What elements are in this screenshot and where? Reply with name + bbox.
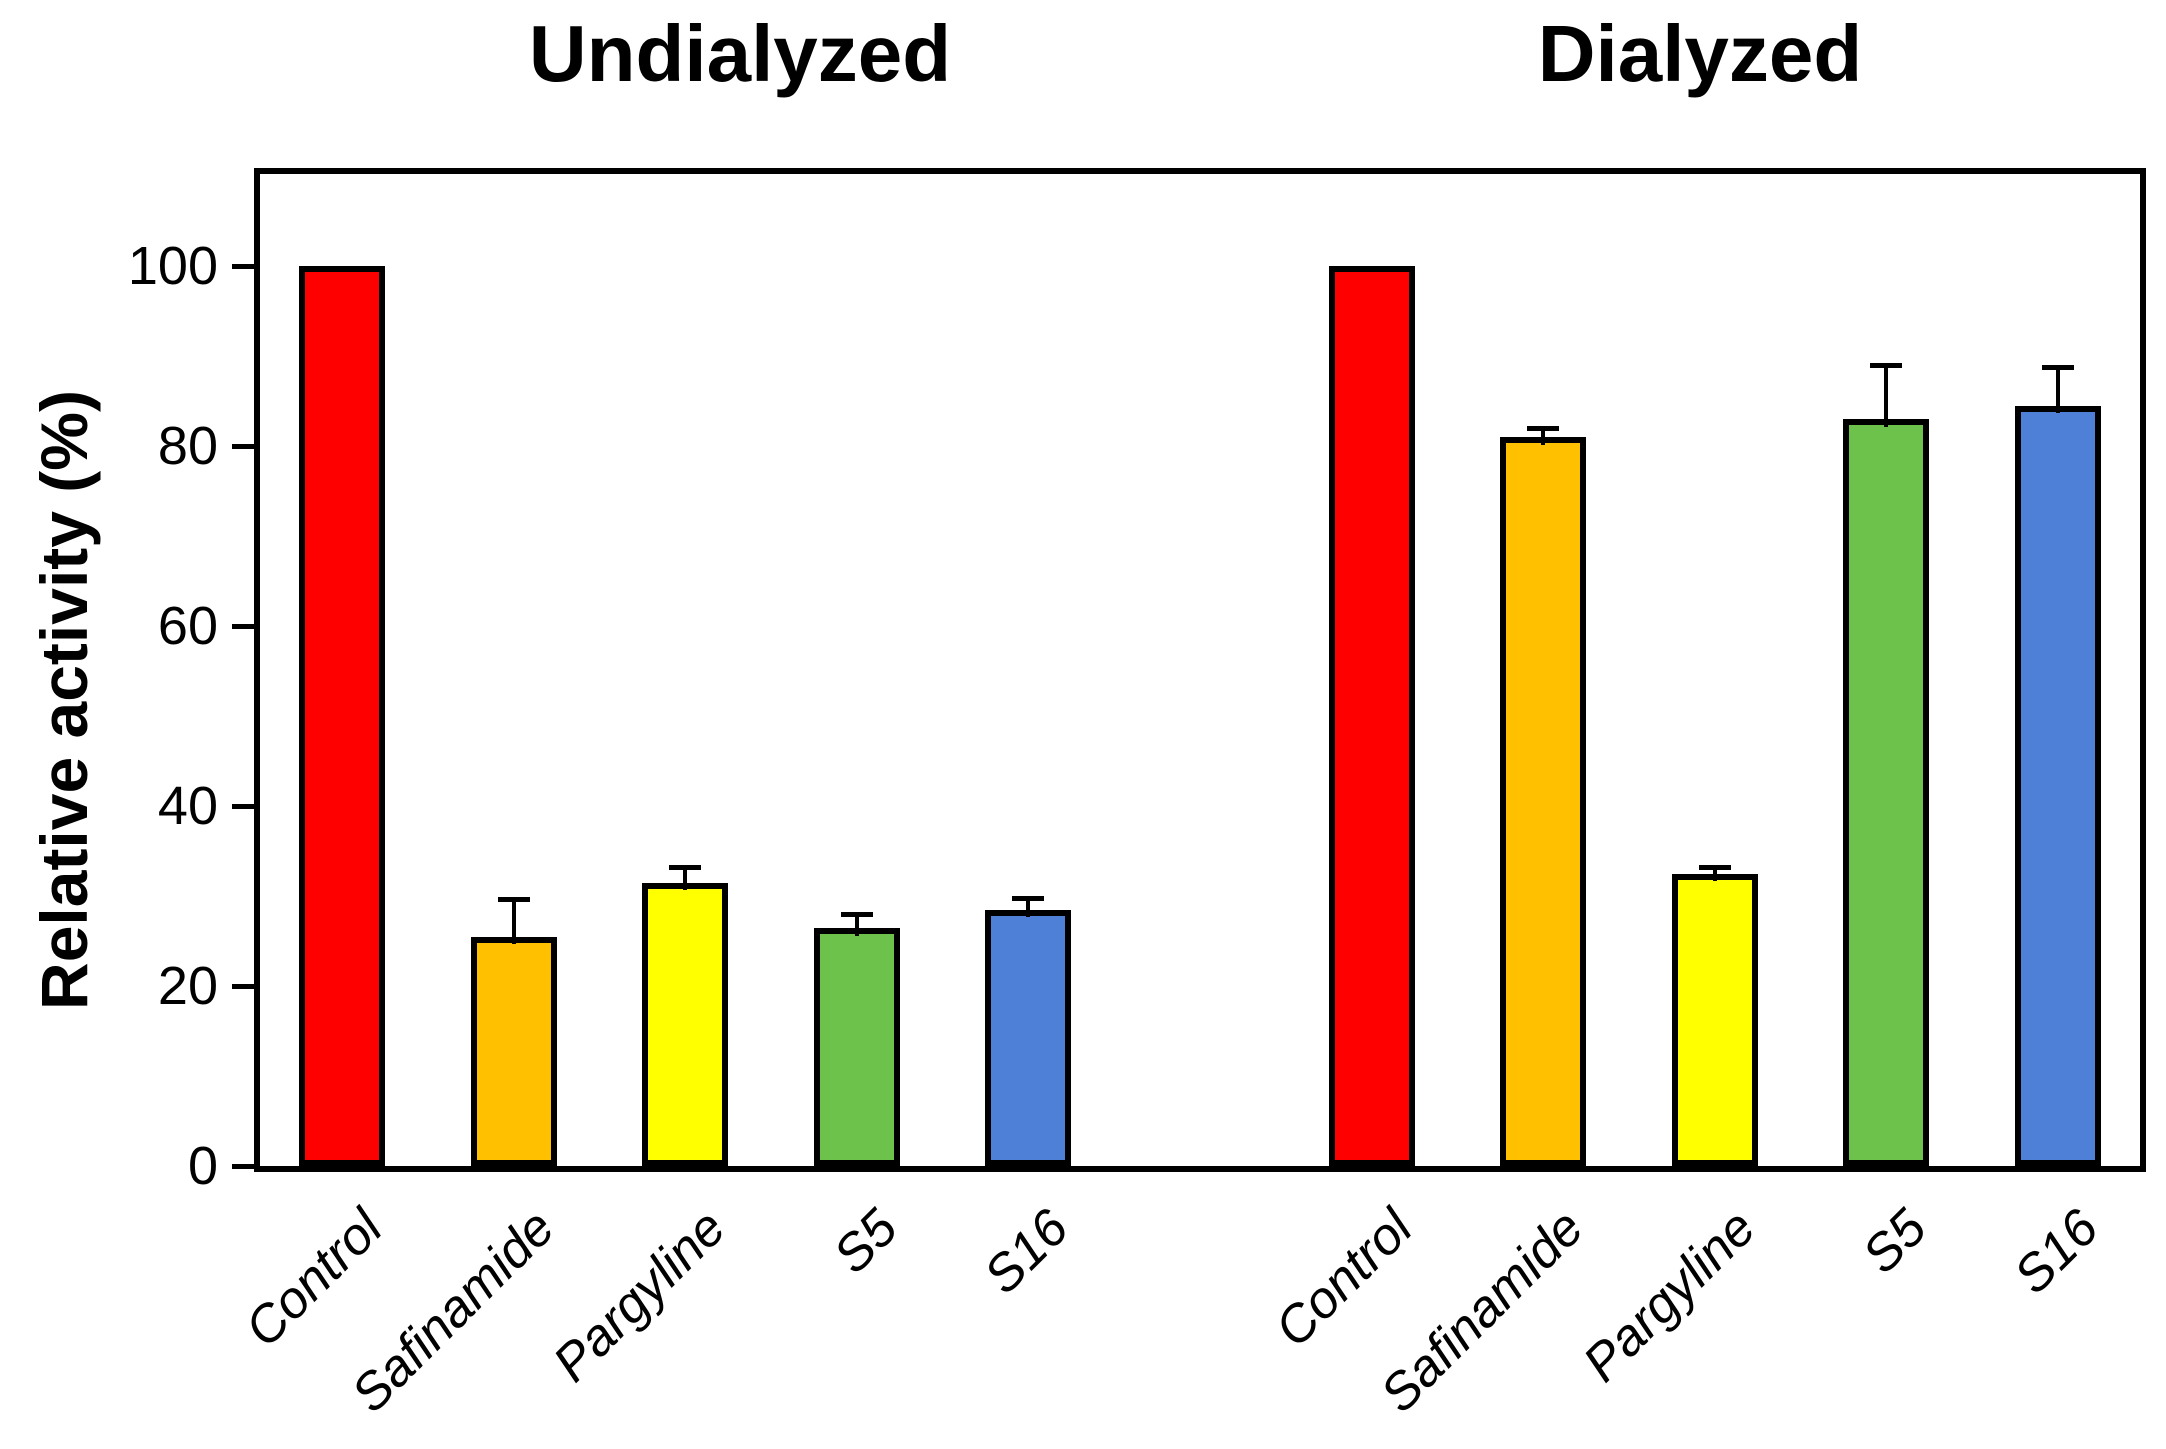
y-tick-mark <box>232 804 254 809</box>
y-tick-label: 0 <box>187 1136 218 1196</box>
x-tick-label: S5 <box>1852 1198 1939 1285</box>
y-tick-label: 60 <box>157 596 218 656</box>
error-bar-line <box>511 898 516 945</box>
y-tick-mark <box>232 984 254 989</box>
y-tick-label: 20 <box>157 956 218 1016</box>
y-tick-label: 80 <box>157 416 218 476</box>
group-title-undialyzed: Undialyzed <box>528 9 952 98</box>
bar <box>2015 405 2101 1166</box>
y-tick-label: 40 <box>157 776 218 836</box>
error-bar-line <box>1541 428 1546 445</box>
error-bar-line <box>854 914 859 936</box>
bar <box>1328 266 1415 1166</box>
bar <box>470 936 557 1166</box>
x-tick-label: Control <box>1263 1198 1424 1359</box>
x-tick-label: Pargyline <box>542 1198 737 1394</box>
error-bar-line <box>683 867 688 891</box>
error-bar-cap <box>669 865 702 871</box>
error-bar-cap <box>840 912 873 917</box>
error-bar-cap <box>1698 865 1731 871</box>
x-tick-label: S5 <box>822 1198 909 1285</box>
error-bar-cap <box>2042 364 2074 370</box>
x-tick-label: Pargyline <box>1572 1198 1767 1394</box>
y-tick-mark <box>232 444 254 449</box>
y-tick-mark <box>232 1164 254 1169</box>
x-tick-label: S16 <box>2003 1198 2110 1306</box>
error-bar-cap <box>1527 426 1560 431</box>
x-tick-label: S16 <box>973 1198 1081 1306</box>
x-tick-label: Control <box>234 1198 394 1359</box>
bar <box>1500 437 1587 1166</box>
error-bar-line <box>1712 867 1717 882</box>
y-axis-label: Relative activity (%) <box>27 390 101 1010</box>
y-tick-mark <box>232 624 254 629</box>
bar <box>299 266 385 1166</box>
y-tick-mark <box>232 264 254 269</box>
bar <box>1671 873 1758 1166</box>
error-bar-cap <box>497 896 530 902</box>
plot-frame <box>254 168 2146 1172</box>
y-tick-label: 100 <box>127 236 218 296</box>
bar <box>1843 419 1930 1166</box>
error-bar-line <box>2056 366 2060 414</box>
error-bar-cap <box>1012 895 1045 901</box>
error-bar-line <box>1884 365 1889 427</box>
group-title-dialyzed: Dialyzed <box>1537 9 1863 98</box>
error-bar-line <box>1026 897 1031 918</box>
bar <box>642 882 729 1166</box>
bar <box>813 927 900 1166</box>
error-bar-cap <box>1870 363 1903 368</box>
bar <box>985 909 1072 1166</box>
